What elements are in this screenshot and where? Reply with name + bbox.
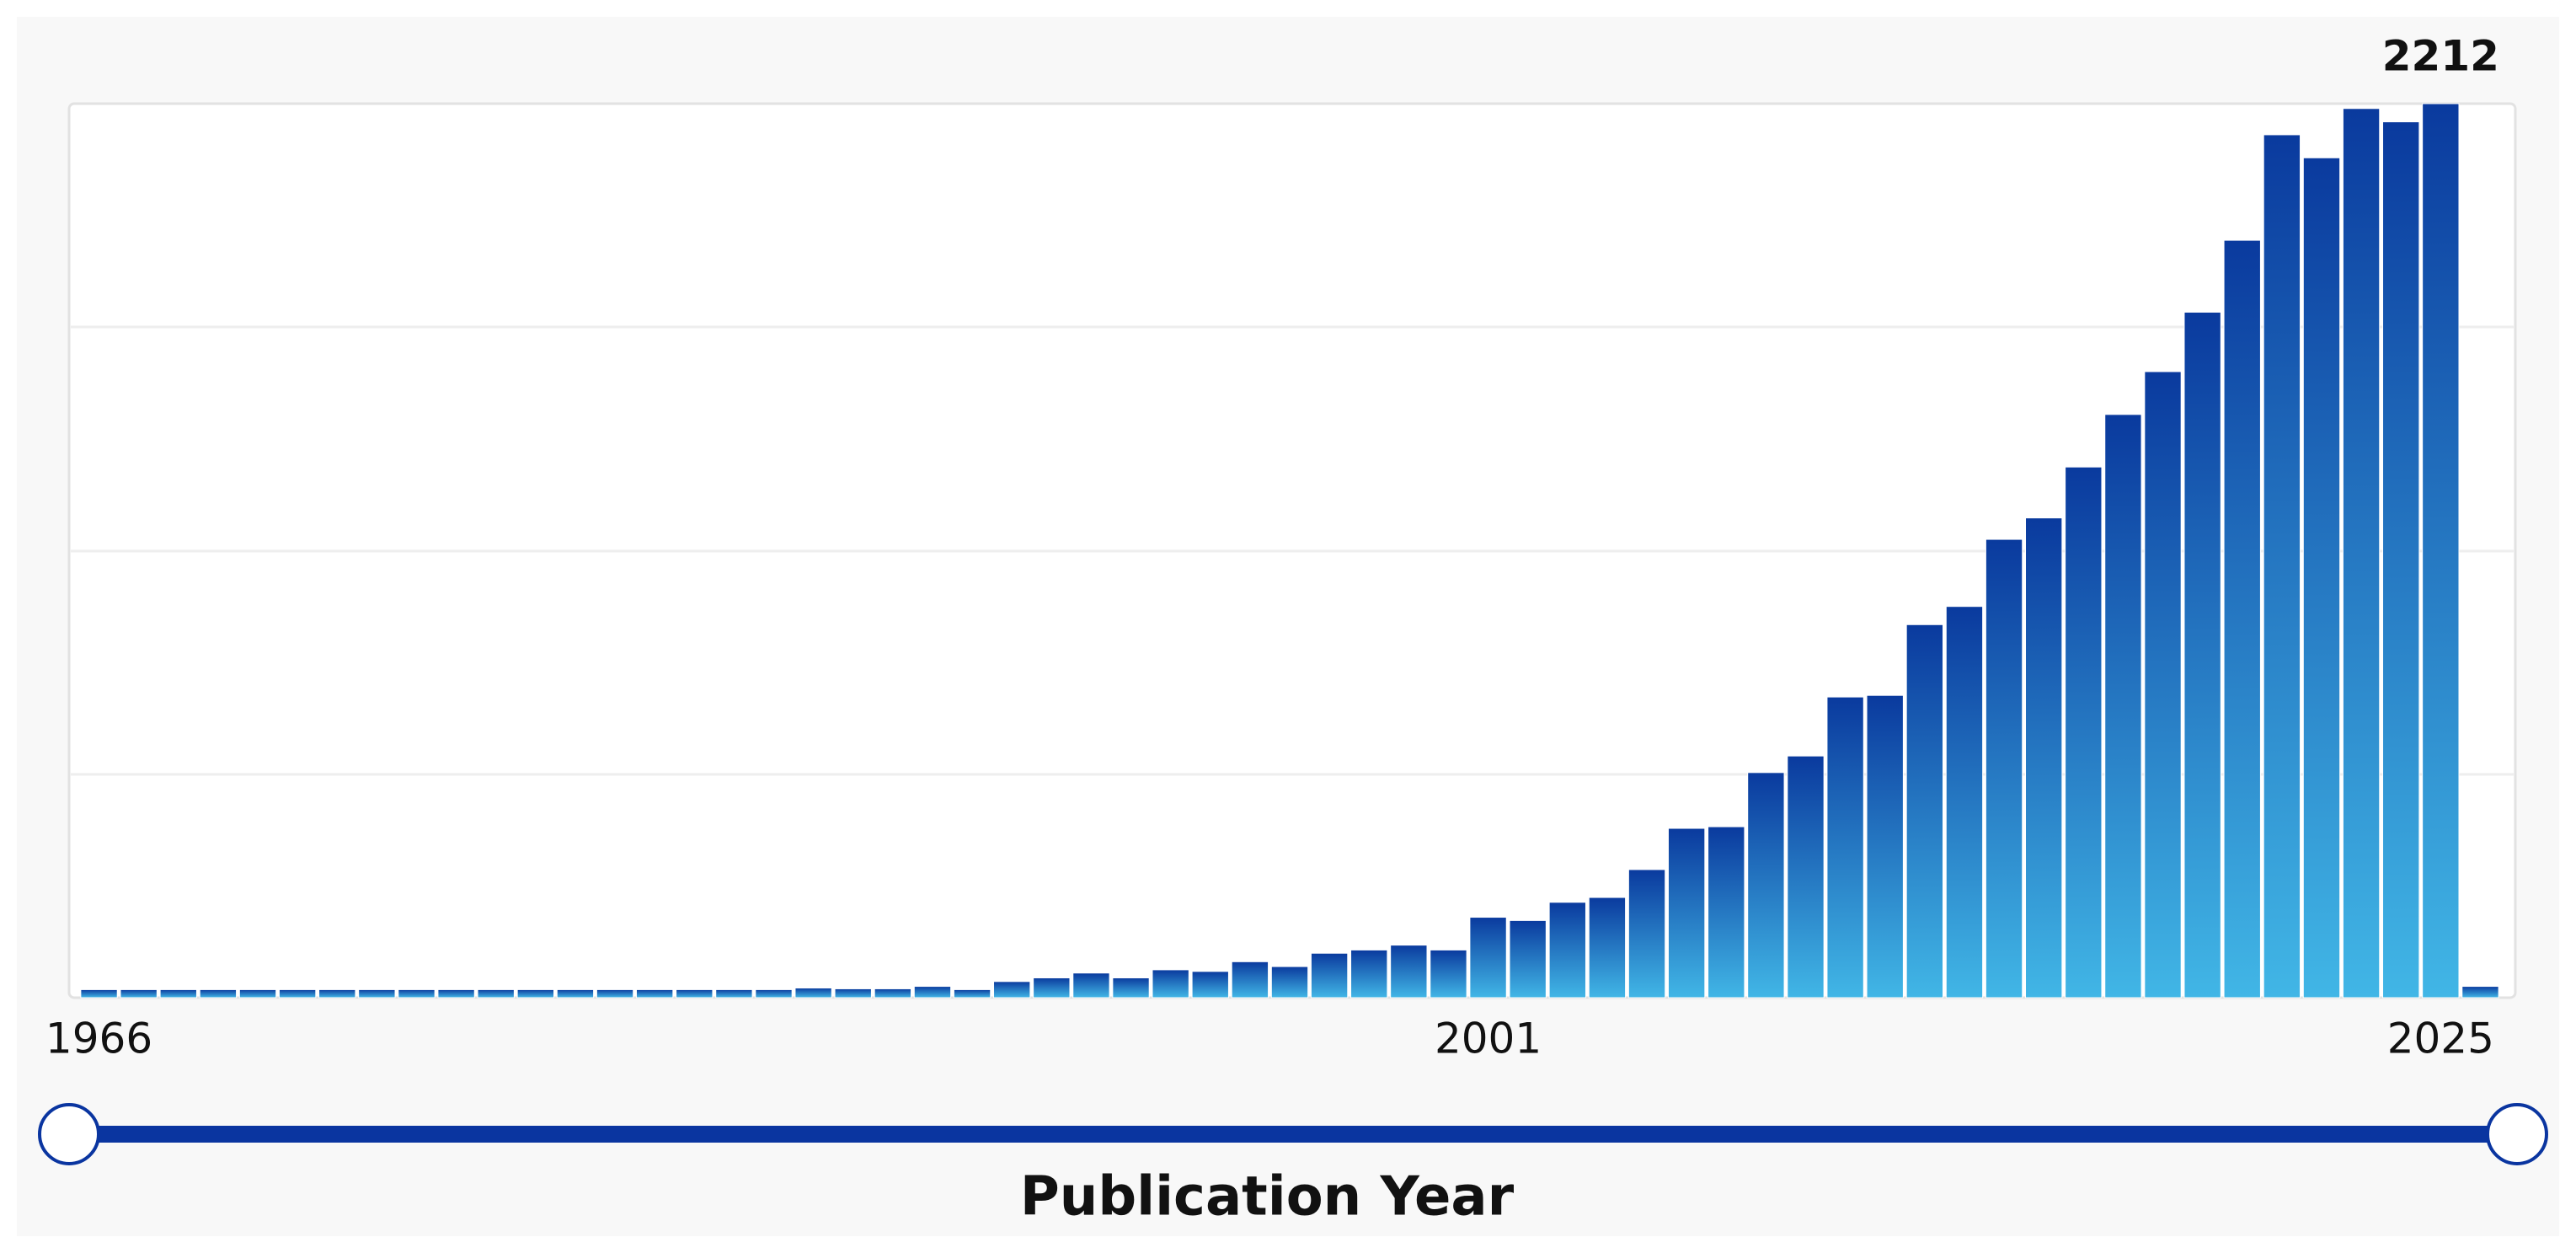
bar xyxy=(993,981,1031,999)
bar xyxy=(2223,239,2261,999)
bar xyxy=(2461,986,2499,999)
bar xyxy=(794,987,832,999)
bar xyxy=(1509,919,1547,999)
bar xyxy=(2422,103,2460,999)
slider-handle-start[interactable] xyxy=(38,1103,100,1165)
bar xyxy=(1747,772,1785,999)
bar xyxy=(1112,977,1150,999)
bar xyxy=(1708,826,1745,999)
bar xyxy=(1985,538,2023,999)
bars xyxy=(80,103,2499,999)
bar xyxy=(676,988,713,999)
bar xyxy=(437,988,475,999)
bar xyxy=(635,988,674,999)
bar xyxy=(1033,977,1071,999)
bar xyxy=(1430,949,1467,999)
bar xyxy=(1350,949,1388,999)
slider-handle-end[interactable] xyxy=(2486,1103,2548,1165)
bar xyxy=(2263,134,2301,999)
bar xyxy=(2183,312,2221,999)
bar xyxy=(1191,971,1229,999)
bar xyxy=(1588,897,1627,999)
bar xyxy=(715,988,753,999)
bar xyxy=(2065,466,2103,999)
bar xyxy=(516,988,554,999)
bar xyxy=(278,988,317,999)
bar xyxy=(556,988,595,999)
bar xyxy=(2382,121,2420,999)
bar xyxy=(1826,696,1864,999)
bar xyxy=(238,988,277,999)
bar xyxy=(1390,945,1428,999)
bar xyxy=(1152,969,1189,999)
bar xyxy=(477,988,515,999)
bar xyxy=(874,988,912,999)
bar xyxy=(2025,517,2063,999)
bar xyxy=(1627,869,1666,999)
bar xyxy=(1787,755,1825,999)
bar xyxy=(1072,972,1110,999)
bar xyxy=(1866,694,1904,999)
bar xyxy=(1548,902,1586,999)
bar xyxy=(1270,966,1309,999)
bar xyxy=(913,986,952,999)
bar xyxy=(2342,108,2381,999)
bar xyxy=(596,988,634,999)
bar xyxy=(80,988,118,999)
bar xyxy=(1469,917,1507,999)
bar xyxy=(755,988,793,999)
x-tick-label: 1966 xyxy=(45,1015,152,1063)
bar xyxy=(834,988,872,999)
max-value-label: 2212 xyxy=(2382,32,2499,81)
bar xyxy=(1905,624,1944,999)
bar xyxy=(318,988,356,999)
bar xyxy=(2104,414,2142,999)
bar xyxy=(358,988,396,999)
bar xyxy=(1231,961,1269,999)
x-tick-label: 2001 xyxy=(1435,1015,1542,1063)
bar xyxy=(1667,827,1706,999)
bar xyxy=(199,988,238,999)
bar xyxy=(2144,371,2182,999)
bar xyxy=(159,988,197,999)
bar xyxy=(953,988,991,999)
bar xyxy=(398,988,436,999)
bar xyxy=(1945,606,1984,999)
bar xyxy=(2302,157,2341,999)
bar xyxy=(120,988,158,999)
bar xyxy=(1310,952,1349,999)
x-axis-label: Publication Year xyxy=(1020,1166,1515,1229)
x-tick-label: 2025 xyxy=(2387,1015,2494,1063)
